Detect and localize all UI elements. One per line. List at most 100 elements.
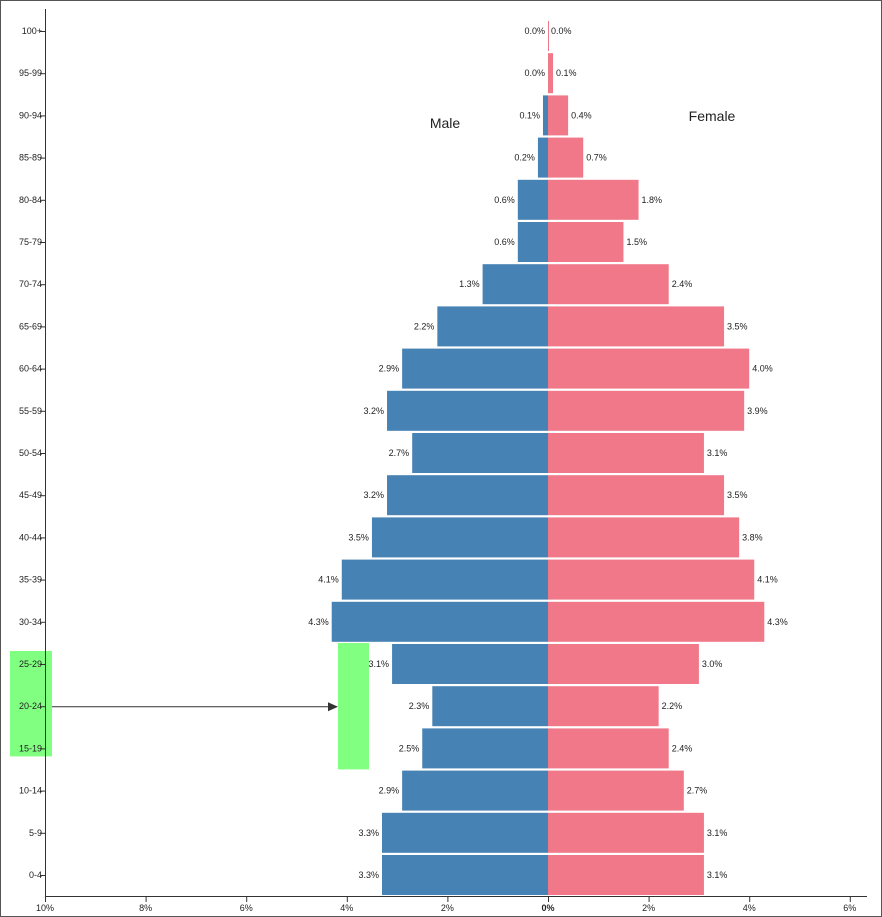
male-bar-90-94 [542,95,548,136]
male-value-label-80-84: 0.6% [494,195,515,205]
age-group-label-90-94: 90-94 [19,110,42,120]
x-tick-label-1: 8% [139,903,152,913]
female-value-label-10-14: 2.7% [687,786,708,796]
female-value-label-65-69: 3.5% [727,321,748,331]
male-bar-80-84 [517,179,548,220]
male-bar-5-9 [382,812,548,853]
female-value-label-50-54: 3.1% [707,448,728,458]
female-bar-40-44 [548,517,740,558]
male-value-label-75-79: 0.6% [494,237,515,247]
age-group-label-20-24: 20-24 [19,701,42,711]
male-value-label-20-24: 2.3% [409,701,430,711]
male-value-label-50-54: 2.7% [389,448,410,458]
female-value-label-35-39: 4.1% [757,575,778,585]
age-group-label-80-84: 80-84 [19,195,42,205]
female-value-label-90-94: 0.4% [571,110,592,120]
female-value-label-15-19: 2.4% [672,743,693,753]
male-value-label-5-9: 3.3% [358,828,379,838]
male-bar-45-49 [387,475,548,516]
female-bar-15-19 [548,728,669,769]
highlight-bar-box [338,643,369,770]
x-tick-label-7: 4% [743,903,756,913]
age-group-label-35-39: 35-39 [19,575,42,585]
female-bar-55-59 [548,390,745,431]
age-group-label-55-59: 55-59 [19,406,42,416]
male-bar-65-69 [437,306,548,347]
female-value-label-40-44: 3.8% [742,532,763,542]
female-bar-5-9 [548,812,704,853]
male-bar-30-34 [331,601,548,642]
female-bar-30-34 [548,601,765,642]
age-group-label-10-14: 10-14 [19,786,42,796]
female-series-label: Female [689,108,736,124]
male-value-label-55-59: 3.2% [364,406,385,416]
age-group-label-0-4: 0-4 [29,870,42,880]
female-bar-65-69 [548,306,725,347]
female-bar-20-24 [548,686,659,727]
male-value-label-30-34: 4.3% [308,617,329,627]
age-group-label-50-54: 50-54 [19,448,42,458]
male-bar-20-24 [432,686,548,727]
male-bar-35-39 [341,559,548,600]
highlight-arrow-head [328,702,338,712]
age-group-label-25-29: 25-29 [19,659,42,669]
female-value-label-0-4: 3.1% [707,870,728,880]
female-bar-95-99 [548,53,554,94]
x-tick-label-3: 4% [340,903,353,913]
male-value-label-95-99: 0.0% [524,68,545,78]
male-value-label-100+: 0.0% [524,26,545,36]
female-bar-60-64 [548,348,750,389]
male-value-label-25-29: 3.1% [369,659,390,669]
male-bar-55-59 [387,390,548,431]
age-group-label-45-49: 45-49 [19,490,42,500]
female-value-label-60-64: 4.0% [752,364,773,374]
male-bar-10-14 [402,770,548,811]
female-value-label-70-74: 2.4% [672,279,693,289]
female-value-label-100+: 0.0% [551,26,572,36]
male-value-label-85-89: 0.2% [514,153,535,163]
female-bar-10-14 [548,770,684,811]
x-tick-label-0: 10% [36,903,54,913]
male-value-label-40-44: 3.5% [348,532,369,542]
age-group-label-65-69: 65-69 [19,321,42,331]
female-bar-70-74 [548,264,669,305]
female-value-label-55-59: 3.9% [747,406,768,416]
age-group-label-15-19: 15-19 [19,743,42,753]
male-series-label: Male [430,115,461,131]
male-bar-60-64 [402,348,548,389]
age-group-label-40-44: 40-44 [19,532,42,542]
male-bar-0-4 [382,855,548,895]
male-value-label-60-64: 2.9% [379,364,400,374]
female-bar-0-4 [548,855,704,895]
male-value-label-90-94: 0.1% [519,110,540,120]
x-tick-label-5: 0% [541,903,554,913]
female-value-label-5-9: 3.1% [707,828,728,838]
male-bar-75-79 [517,222,548,262]
female-value-label-80-84: 1.8% [642,195,663,205]
age-group-label-70-74: 70-74 [19,279,42,289]
female-bar-35-39 [548,559,755,600]
male-value-label-10-14: 2.9% [379,786,400,796]
age-group-label-85-89: 85-89 [19,153,42,163]
male-bar-40-44 [371,517,548,558]
male-value-label-35-39: 4.1% [318,575,339,585]
female-value-label-45-49: 3.5% [727,490,748,500]
female-bar-80-84 [548,179,639,220]
female-value-label-85-89: 0.7% [586,153,607,163]
age-group-label-95-99: 95-99 [19,68,42,78]
age-group-label-5-9: 5-9 [29,828,42,838]
female-value-label-30-34: 4.3% [767,617,788,627]
male-bar-85-89 [537,137,548,178]
female-value-label-25-29: 3.0% [702,659,723,669]
age-group-label-100+: 100+ [22,26,42,36]
x-tick-label-6: 2% [642,903,655,913]
female-bar-50-54 [548,433,704,473]
male-value-label-45-49: 3.2% [364,490,385,500]
female-value-label-95-99: 0.1% [556,68,577,78]
male-bar-25-29 [392,644,548,684]
female-value-label-75-79: 1.5% [626,237,647,247]
female-bar-90-94 [548,95,569,136]
female-bar-85-89 [548,137,584,178]
